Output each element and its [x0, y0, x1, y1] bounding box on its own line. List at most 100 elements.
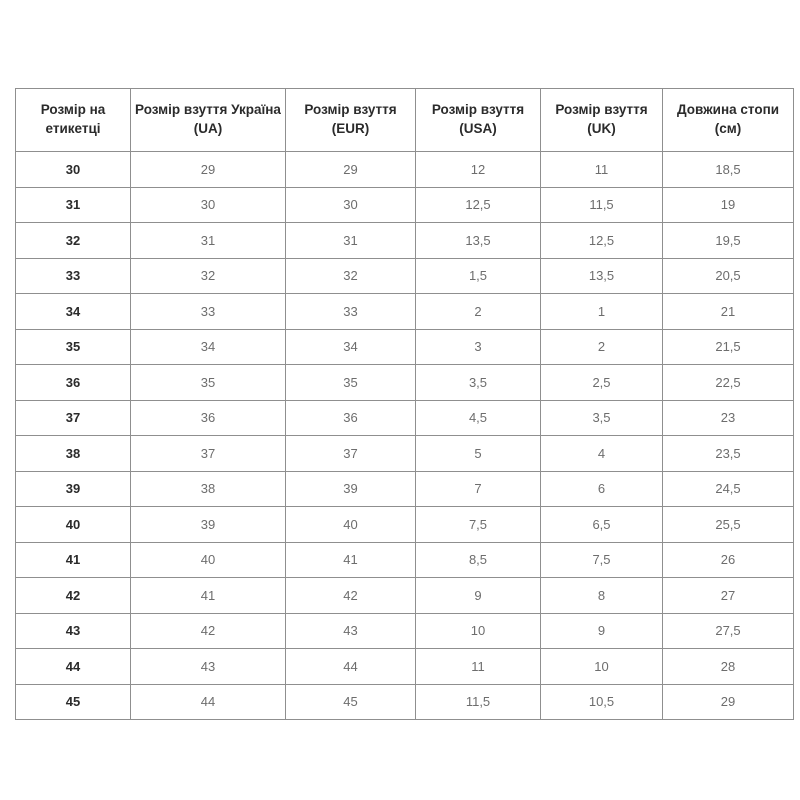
- table-cell: 25,5: [662, 506, 794, 543]
- table-row: 40 39 40 7,5 6,5 25,5: [15, 506, 794, 543]
- table-cell: 22,5: [662, 364, 794, 401]
- row-label-cell: 37: [15, 399, 131, 436]
- table-cell: 37: [285, 435, 416, 472]
- table-cell: 2: [415, 293, 541, 330]
- row-label-cell: 32: [15, 222, 131, 259]
- table-cell: 41: [285, 541, 416, 578]
- table-cell: 41: [130, 577, 286, 614]
- table-cell: 12: [415, 151, 541, 188]
- row-label-cell: 36: [15, 364, 131, 401]
- table-cell: 44: [285, 648, 416, 685]
- table-row: 41 40 41 8,5 7,5 26: [15, 541, 794, 578]
- table-cell: 43: [130, 648, 286, 685]
- table-cell: 31: [285, 222, 416, 259]
- table-row: 43 42 43 10 9 27,5: [15, 612, 794, 649]
- row-label-cell: 45: [15, 683, 131, 720]
- table-row: 34 33 33 2 1 21: [15, 293, 794, 330]
- table-cell: 9: [540, 612, 663, 649]
- table-cell: 21,5: [662, 328, 794, 365]
- table-cell: 23: [662, 399, 794, 436]
- table-cell: 42: [130, 612, 286, 649]
- table-cell: 11: [540, 151, 663, 188]
- column-header-0: Розмір на етикетці: [15, 88, 131, 152]
- table-cell: 8: [540, 577, 663, 614]
- row-label-cell: 31: [15, 186, 131, 223]
- table-cell: 12,5: [415, 186, 541, 223]
- shoe-size-chart: Розмір на етикетці Розмір взуття Україна …: [15, 88, 794, 720]
- row-label-cell: 43: [15, 612, 131, 649]
- table-cell: 19,5: [662, 222, 794, 259]
- table-cell: 37: [130, 435, 286, 472]
- row-label-cell: 42: [15, 577, 131, 614]
- column-header-5: Довжина стопи (см): [662, 88, 794, 152]
- table-cell: 24,5: [662, 470, 794, 507]
- table-cell: 3,5: [540, 399, 663, 436]
- table-cell: 10: [415, 612, 541, 649]
- table-row: 44 43 44 11 10 28: [15, 648, 794, 685]
- row-label-cell: 44: [15, 648, 131, 685]
- table-header: Розмір на етикетці Розмір взуття Україна …: [15, 88, 794, 152]
- column-header-1: Розмір взуття Україна (UA): [130, 88, 286, 152]
- row-label-cell: 41: [15, 541, 131, 578]
- table-cell: 34: [130, 328, 286, 365]
- table-cell: 40: [285, 506, 416, 543]
- column-header-3: Розмір взуття (USA): [415, 88, 541, 152]
- table-cell: 23,5: [662, 435, 794, 472]
- table-cell: 11: [415, 648, 541, 685]
- table-cell: 3,5: [415, 364, 541, 401]
- table-body: 30 29 29 12 11 18,5 31 30 30 12,5 11,5 19 32 31 31 13,5…: [15, 151, 794, 720]
- table-cell: 33: [130, 293, 286, 330]
- table-cell: 1: [540, 293, 663, 330]
- table-cell: 43: [285, 612, 416, 649]
- table-cell: 20,5: [662, 257, 794, 294]
- table-cell: 38: [130, 470, 286, 507]
- table-cell: 32: [130, 257, 286, 294]
- table-header-row: Розмір на етикетці Розмір взуття Україна …: [15, 88, 794, 152]
- table-row: 32 31 31 13,5 12,5 19,5: [15, 222, 794, 259]
- table-row: 35 34 34 3 2 21,5: [15, 328, 794, 365]
- table-cell: 21: [662, 293, 794, 330]
- table-cell: 11,5: [415, 683, 541, 720]
- table-row: 31 30 30 12,5 11,5 19: [15, 186, 794, 223]
- table-cell: 44: [130, 683, 286, 720]
- table-row: 36 35 35 3,5 2,5 22,5: [15, 364, 794, 401]
- table-cell: 19: [662, 186, 794, 223]
- table-cell: 31: [130, 222, 286, 259]
- table-row: 39 38 39 7 6 24,5: [15, 470, 794, 507]
- table-cell: 45: [285, 683, 416, 720]
- table-cell: 39: [130, 506, 286, 543]
- table-cell: 11,5: [540, 186, 663, 223]
- table-cell: 39: [285, 470, 416, 507]
- table-cell: 4: [540, 435, 663, 472]
- table-cell: 10: [540, 648, 663, 685]
- table-row: 42 41 42 9 8 27: [15, 577, 794, 614]
- table-cell: 29: [130, 151, 286, 188]
- table-cell: 27: [662, 577, 794, 614]
- table-cell: 30: [285, 186, 416, 223]
- table-cell: 35: [130, 364, 286, 401]
- row-label-cell: 38: [15, 435, 131, 472]
- table-cell: 2,5: [540, 364, 663, 401]
- table-cell: 42: [285, 577, 416, 614]
- table-cell: 32: [285, 257, 416, 294]
- table-row: 33 32 32 1,5 13,5 20,5: [15, 257, 794, 294]
- size-conversion-table: Розмір на етикетці Розмір взуття Україна …: [15, 88, 794, 720]
- table-cell: 35: [285, 364, 416, 401]
- table-cell: 18,5: [662, 151, 794, 188]
- table-cell: 1,5: [415, 257, 541, 294]
- table-cell: 6,5: [540, 506, 663, 543]
- table-cell: 6: [540, 470, 663, 507]
- table-cell: 7,5: [540, 541, 663, 578]
- table-row: 30 29 29 12 11 18,5: [15, 151, 794, 188]
- table-cell: 10,5: [540, 683, 663, 720]
- table-cell: 9: [415, 577, 541, 614]
- table-cell: 8,5: [415, 541, 541, 578]
- table-cell: 40: [130, 541, 286, 578]
- row-label-cell: 30: [15, 151, 131, 188]
- table-cell: 4,5: [415, 399, 541, 436]
- table-row: 38 37 37 5 4 23,5: [15, 435, 794, 472]
- table-cell: 29: [662, 683, 794, 720]
- row-label-cell: 40: [15, 506, 131, 543]
- table-cell: 2: [540, 328, 663, 365]
- table-cell: 3: [415, 328, 541, 365]
